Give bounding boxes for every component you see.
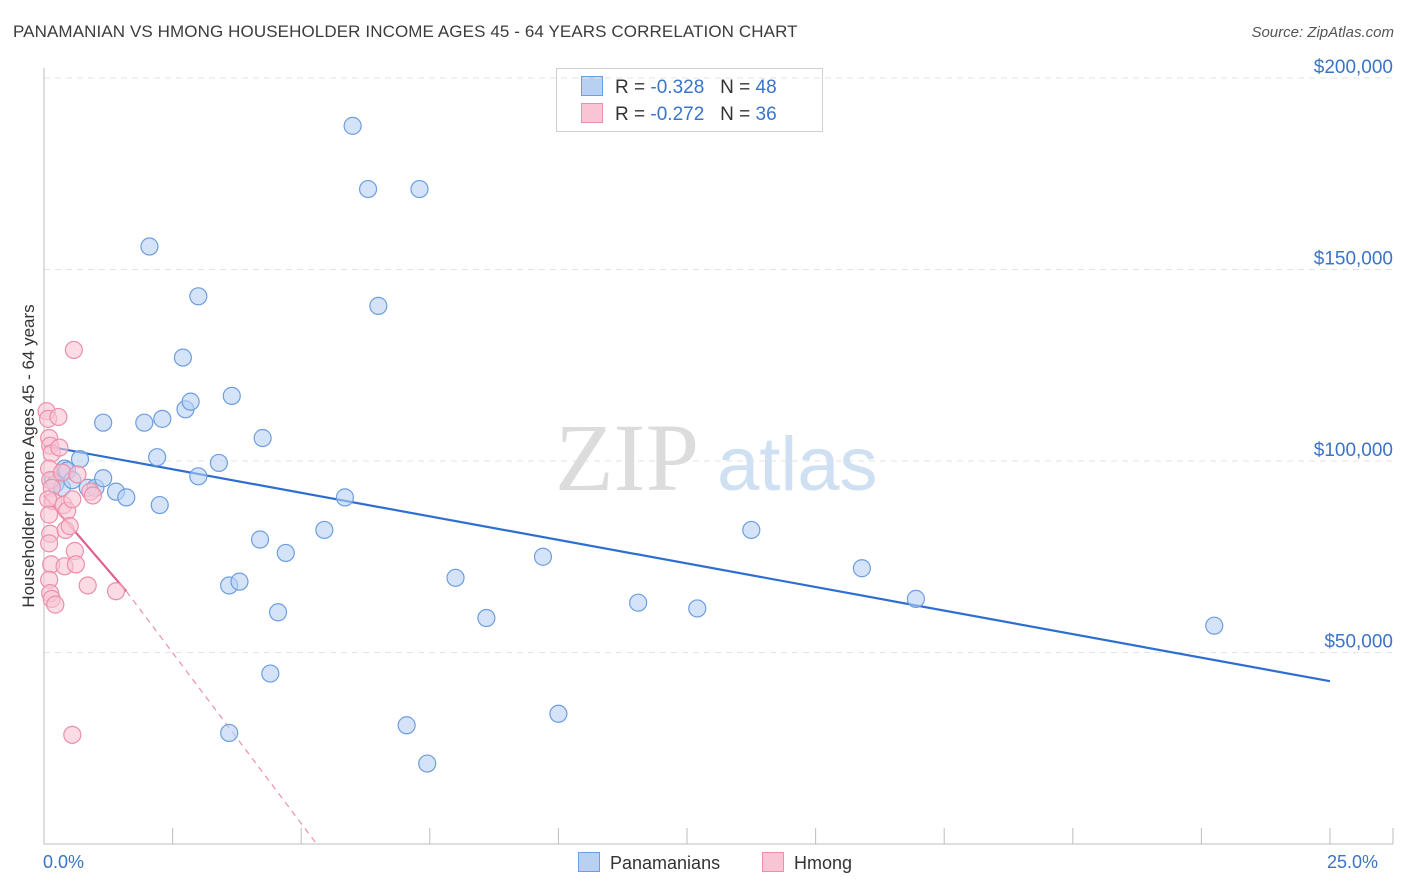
point-panamanians bbox=[220, 723, 239, 743]
point-panamanians bbox=[369, 296, 388, 315]
point-hmong bbox=[78, 576, 97, 595]
point-hmong bbox=[68, 465, 87, 484]
point-panamanians bbox=[852, 559, 871, 578]
point-panamanians bbox=[906, 589, 926, 608]
point-panamanians bbox=[335, 488, 355, 507]
bottom-legend-hmong: Hmong bbox=[762, 852, 852, 874]
correlation-legend: R = -0.328 N = 48 R = -0.272 N = 36 bbox=[556, 68, 823, 132]
point-hmong bbox=[83, 486, 102, 505]
point-panamanians bbox=[135, 413, 154, 432]
legend-r-label: R = bbox=[615, 104, 646, 125]
bottom-legend-label-hmong: Hmong bbox=[794, 853, 853, 873]
point-panamanians bbox=[209, 453, 228, 473]
point-panamanians bbox=[446, 568, 465, 587]
point-panamanians bbox=[688, 599, 707, 618]
point-panamanians bbox=[70, 449, 90, 469]
point-hmong bbox=[52, 463, 72, 482]
point-hmong bbox=[40, 505, 59, 524]
point-panamanians bbox=[1205, 616, 1224, 635]
point-panamanians bbox=[117, 488, 136, 507]
legend-row-panamanians: R = -0.328 N = 48 bbox=[581, 76, 777, 99]
bottom-legend-label-panamanians: Panamanians bbox=[610, 853, 721, 873]
watermark: ZIP atlas bbox=[555, 404, 878, 511]
point-panamanians bbox=[153, 409, 172, 428]
point-panamanians bbox=[533, 547, 553, 566]
point-panamanians bbox=[94, 413, 113, 432]
legend-n-value-panamanians: 48 bbox=[755, 77, 777, 98]
point-panamanians bbox=[549, 704, 568, 723]
point-hmong bbox=[40, 534, 59, 553]
point-panamanians bbox=[253, 428, 272, 448]
point-panamanians bbox=[230, 572, 249, 591]
point-hmong bbox=[46, 595, 65, 614]
y-tick-labels: $50,000 $100,000 $150,000 $200,000 bbox=[1314, 57, 1393, 653]
legend-r-label: R = bbox=[615, 77, 646, 98]
data-points bbox=[37, 116, 1224, 773]
x-tick-label-max: 25.0% bbox=[1327, 852, 1379, 872]
point-panamanians bbox=[150, 495, 169, 515]
point-panamanians bbox=[148, 448, 167, 467]
point-hmong bbox=[63, 490, 82, 509]
bottom-legend-panamanians: Panamanians bbox=[578, 852, 720, 874]
point-panamanians bbox=[268, 603, 288, 622]
legend-n-label: N = bbox=[720, 77, 751, 98]
point-hmong bbox=[49, 407, 68, 427]
source-label: Source: ZipAtlas.com bbox=[1251, 24, 1394, 41]
point-panamanians bbox=[418, 754, 437, 773]
point-hmong bbox=[63, 725, 82, 744]
point-panamanians bbox=[629, 593, 648, 612]
legend-row-hmong: R = -0.272 N = 36 bbox=[581, 103, 777, 126]
point-panamanians bbox=[358, 179, 378, 199]
point-hmong bbox=[64, 340, 83, 360]
legend-n-label: N = bbox=[720, 104, 751, 125]
point-hmong bbox=[50, 438, 69, 457]
point-panamanians bbox=[397, 716, 416, 735]
watermark-zip: ZIP bbox=[555, 404, 699, 511]
point-hmong bbox=[39, 490, 58, 509]
bottom-legend-swatch-hmong bbox=[762, 852, 784, 872]
point-panamanians bbox=[276, 543, 295, 563]
point-panamanians bbox=[94, 469, 113, 488]
legend-r-value-hmong: -0.272 bbox=[650, 104, 705, 125]
point-panamanians bbox=[261, 664, 280, 683]
point-panamanians bbox=[250, 530, 270, 549]
point-panamanians bbox=[140, 237, 159, 256]
point-panamanians bbox=[410, 179, 429, 199]
y-tick-label-100000: $100,000 bbox=[1314, 440, 1393, 461]
y-tick-label-200000: $200,000 bbox=[1314, 57, 1393, 78]
y-tick-label-50000: $50,000 bbox=[1324, 632, 1393, 653]
legend-swatch-panamanians bbox=[581, 76, 603, 96]
legend-swatch-hmong bbox=[581, 103, 603, 123]
point-panamanians bbox=[343, 116, 362, 135]
watermark-atlas: atlas bbox=[717, 422, 878, 507]
x-tick-label-min: 0.0% bbox=[43, 852, 85, 872]
point-hmong bbox=[106, 582, 126, 601]
point-panamanians bbox=[189, 467, 208, 486]
trend-extension-hmong bbox=[125, 590, 318, 845]
chart-title: PANAMANIAN VS HMONG HOUSEHOLDER INCOME A… bbox=[13, 22, 798, 41]
bottom-legend-swatch-panamanians bbox=[578, 852, 600, 872]
trend-line-panamanians bbox=[43, 444, 1331, 683]
point-panamanians bbox=[173, 348, 192, 367]
point-panamanians bbox=[477, 608, 496, 628]
legend-r-value-panamanians: -0.328 bbox=[650, 77, 705, 98]
gridlines bbox=[44, 77, 1393, 653]
point-hmong bbox=[66, 555, 85, 574]
point-panamanians bbox=[742, 520, 761, 540]
point-hmong bbox=[60, 517, 79, 536]
point-panamanians bbox=[189, 287, 208, 306]
point-panamanians bbox=[315, 520, 334, 540]
y-tick-label-150000: $150,000 bbox=[1314, 249, 1393, 270]
point-panamanians bbox=[181, 392, 200, 411]
legend-n-value-hmong: 36 bbox=[755, 104, 777, 125]
point-panamanians bbox=[222, 386, 241, 405]
